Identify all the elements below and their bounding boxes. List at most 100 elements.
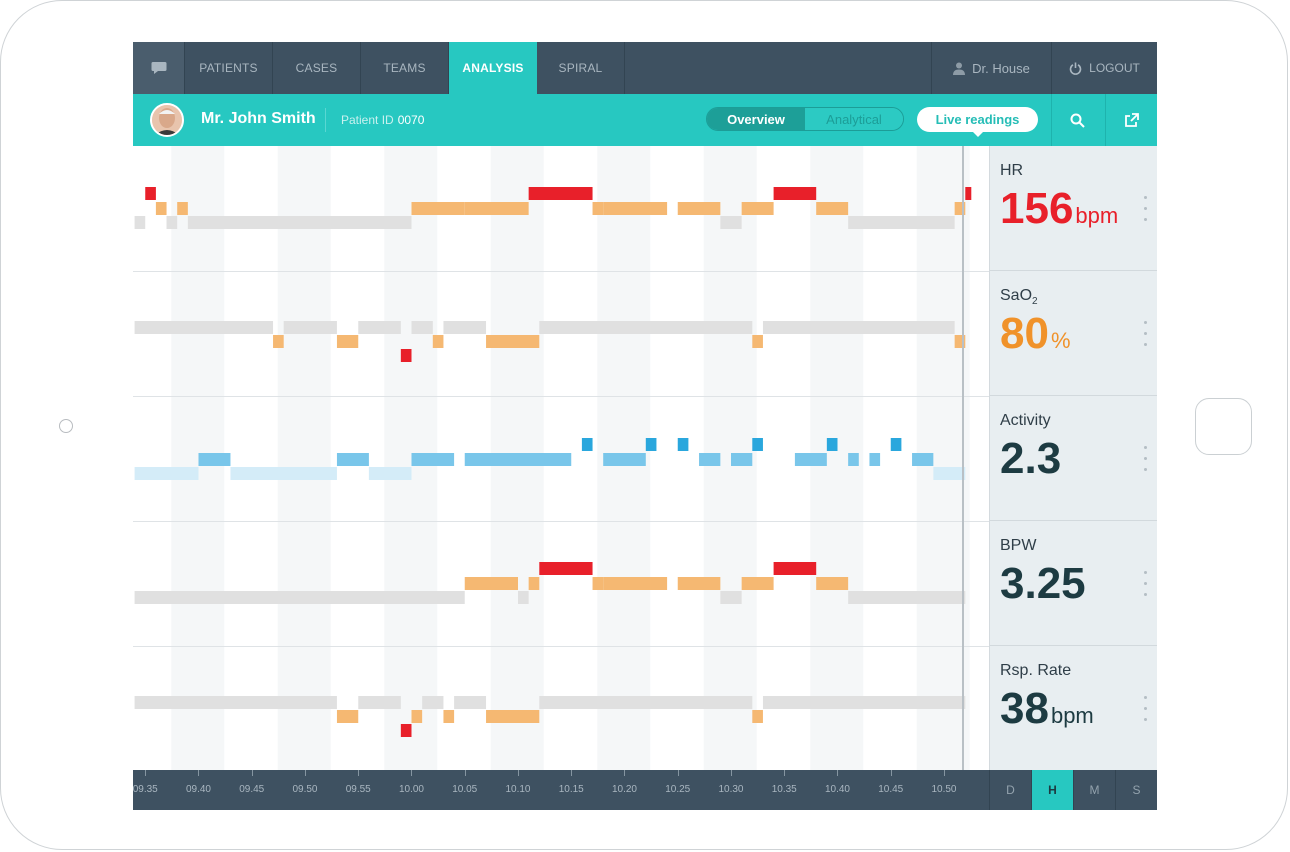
heatmap-segment[interactable] [752,710,763,723]
readout-sao2[interactable]: SaO2 80% [990,271,1157,396]
heatmap-segment[interactable] [411,202,465,215]
more-icon[interactable] [1144,696,1148,726]
heatmap-segment[interactable] [603,202,668,215]
heatmap-segment[interactable] [592,577,604,590]
heatmap-segment[interactable] [677,438,689,451]
heatmap-segment[interactable] [592,202,604,215]
chat-button[interactable] [133,42,185,94]
zoom-minute-button[interactable]: M [1073,770,1115,810]
view-analytical-button[interactable]: Analytical [805,108,903,130]
heatmap-segment[interactable] [741,202,774,215]
heatmap-segment[interactable] [486,335,540,348]
heatmap-segment[interactable] [177,202,188,215]
heatmap-segment[interactable] [645,438,657,451]
heatmap-segment[interactable] [187,216,412,229]
heatmap-segment[interactable] [954,335,966,348]
heatmap-segment[interactable] [336,710,359,723]
heatmap-segment[interactable] [198,453,231,466]
heatmap-segment[interactable] [411,453,455,466]
external-link-button[interactable] [1105,94,1157,146]
more-icon[interactable] [1144,446,1148,476]
readout-hr[interactable]: HR 156bpm [990,146,1157,271]
heatmap-segment[interactable] [443,321,487,334]
heatmap-segment[interactable] [134,321,274,334]
user-menu[interactable]: Dr. House [931,42,1051,94]
heatmap-segment[interactable] [752,438,763,451]
heatmap-segment[interactable] [848,453,859,466]
heatmap-segment[interactable] [464,453,572,466]
heatmap-segment[interactable] [134,467,199,480]
heatmap-segment[interactable] [816,202,849,215]
readout-bpw[interactable]: BPW 3.25 [990,521,1157,646]
heatmap-segment[interactable] [933,467,966,480]
readout-activity[interactable]: Activity 2.3 [990,396,1157,521]
heatmap-segment[interactable] [741,577,774,590]
heatmap-segment[interactable] [528,577,540,590]
heatmap-segment[interactable] [677,577,721,590]
heatmap-segment[interactable] [400,349,412,362]
heatmap-segment[interactable] [411,321,433,334]
heatmap-segment[interactable] [155,202,167,215]
search-button[interactable] [1051,94,1103,146]
readout-rsp-rate[interactable]: Rsp. Rate 38bpm [990,646,1157,771]
heatmap-segment[interactable] [464,202,518,215]
heatmap-segment[interactable] [848,216,955,229]
heatmap-segment[interactable] [134,591,465,604]
heatmap-segment[interactable] [720,216,742,229]
heatmap-segment[interactable] [773,187,817,200]
zoom-second-button[interactable]: S [1115,770,1157,810]
heatmap-segment[interactable] [816,577,849,590]
heatmap-segment[interactable] [166,216,178,229]
heatmap-segment[interactable] [794,453,827,466]
heatmap-segment[interactable] [336,335,359,348]
heatmap-segment[interactable] [432,335,444,348]
heatmap-segment[interactable] [464,577,518,590]
nav-tab-spiral[interactable]: SPIRAL [537,42,625,94]
view-overview-button[interactable]: Overview [707,108,805,130]
heatmap-segment[interactable] [762,696,966,709]
heatmap-segment[interactable] [486,710,540,723]
heatmap-segment[interactable] [411,710,423,723]
more-icon[interactable] [1144,571,1148,601]
heatmap-segment[interactable] [539,321,753,334]
heatmap-segment[interactable] [400,724,412,737]
heatmap-segment[interactable] [134,216,146,229]
nav-tab-cases[interactable]: CASES [273,42,361,94]
heatmap-segment[interactable] [912,453,934,466]
more-icon[interactable] [1144,321,1148,351]
heatmap-segment[interactable] [145,187,156,200]
heatmap-segment[interactable] [826,438,838,451]
nav-tab-patients[interactable]: PATIENTS [185,42,273,94]
heatmap-segment[interactable] [358,321,401,334]
heatmap-segment[interactable] [539,562,593,575]
heatmap-segment[interactable] [528,187,593,200]
heatmap-segment[interactable] [581,438,593,451]
heatmap-segment[interactable] [848,591,966,604]
heatmap-segment[interactable] [677,202,721,215]
heatmap-segment[interactable] [603,577,668,590]
heatmap-segment[interactable] [965,187,972,200]
nav-tab-teams[interactable]: TEAMS [361,42,449,94]
heatmap-segment[interactable] [539,696,753,709]
heatmap-segment[interactable] [336,453,369,466]
heatmap-segment[interactable] [358,696,401,709]
heatmap-segment[interactable] [230,467,337,480]
heatmap-segment[interactable] [517,202,529,215]
heatmap-segment[interactable] [368,467,412,480]
heatmap-segment[interactable] [283,321,337,334]
heatmap-segment[interactable] [869,453,881,466]
heatmap-segment[interactable] [752,335,763,348]
heatmap-segment[interactable] [890,438,902,451]
heatmap-segment[interactable] [454,696,487,709]
zoom-hour-button[interactable]: H [1031,770,1073,810]
heatmap-segment[interactable] [443,710,455,723]
heatmap-segment[interactable] [273,335,284,348]
heatmap-segment[interactable] [134,696,337,709]
logout-button[interactable]: LOGOUT [1051,42,1157,94]
heatmap-segment[interactable] [517,591,529,604]
home-button[interactable] [1195,398,1252,455]
heatmap-segment[interactable] [422,696,444,709]
more-icon[interactable] [1144,196,1148,226]
live-readings-button[interactable]: Live readings [917,107,1038,132]
heatmap-segment[interactable] [773,562,817,575]
